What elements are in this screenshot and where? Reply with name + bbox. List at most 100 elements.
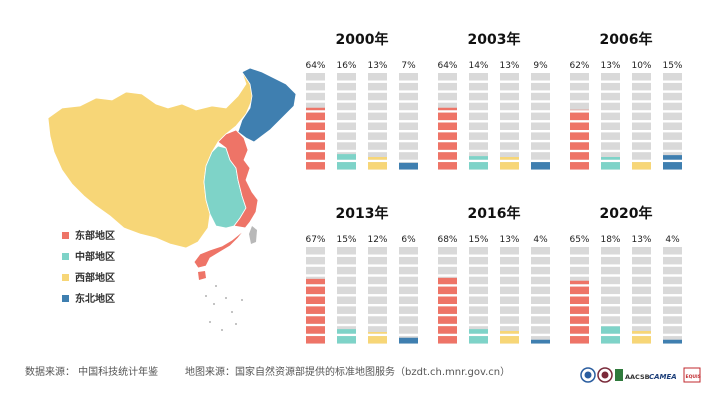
chart-panel: 2020年 65% 18% 13% 4% [569, 205, 682, 344]
legend-item: 东部地区 [62, 229, 115, 242]
bar-track-segment [632, 326, 651, 334]
data-label: 14% [468, 61, 488, 71]
bar-fill [663, 155, 682, 170]
map-south-sea-islands [205, 285, 243, 331]
bar-track-segment [399, 326, 418, 334]
bar-fill-segment [306, 112, 325, 121]
bar-fill-segment [632, 162, 651, 170]
bar-track-segment [663, 256, 682, 265]
bar-fill-segment [632, 336, 651, 344]
bar-track-segment [632, 286, 651, 295]
bar-track-segment [399, 256, 418, 265]
bar-fill-segment [337, 336, 356, 344]
bar: 13% [499, 61, 520, 170]
bar-track-segment [531, 266, 550, 275]
bar-track-segment [306, 73, 325, 81]
bar-fill-segment [663, 162, 682, 170]
bar-track-segment [337, 316, 356, 324]
bar-fill [570, 280, 589, 344]
bar: 67% [305, 235, 326, 344]
bar-fill-segment [438, 142, 457, 150]
map-region-northeast [237, 67, 297, 143]
bar-track-segment [500, 266, 519, 275]
bar-fill-segment [368, 332, 387, 334]
bar-track-segment [337, 266, 356, 275]
bar-track-segment [632, 92, 651, 101]
bar-track-segment [500, 306, 519, 314]
bar-track-segment [337, 296, 356, 304]
bar-track-segment [399, 82, 418, 91]
bar-track-segment [399, 92, 418, 101]
data-label: 13% [600, 61, 620, 71]
bar-fill-segment [438, 286, 457, 295]
bar-track-segment [399, 316, 418, 324]
bar-fill [570, 109, 589, 170]
bar-fill [601, 326, 620, 344]
bar-track-segment [368, 266, 387, 275]
bar-fill-segment [469, 329, 488, 334]
bar-fill [469, 156, 488, 170]
bar-track-segment [663, 122, 682, 130]
bar-track-segment [601, 286, 620, 295]
bar-track-segment [368, 276, 387, 285]
bar-fill-segment [570, 306, 589, 314]
bar-fill-segment [570, 109, 589, 111]
bar-fill-segment [438, 336, 457, 344]
bar-fill-segment [500, 162, 519, 170]
bar-track-segment [663, 132, 682, 140]
bar-track-segment [500, 286, 519, 295]
bar-track-segment [570, 73, 589, 81]
bar-fill-segment [337, 154, 356, 160]
chart-panel: 2016年 68% 15% 13% 4% [437, 205, 550, 344]
bar-track-segment [368, 112, 387, 121]
bar-track-segment [500, 102, 519, 111]
bar-track-segment [632, 316, 651, 324]
bar: 6% [399, 235, 418, 344]
bar: 68% [437, 235, 458, 344]
chart-panel: 2000年 64% 16% 13% 7% [305, 31, 418, 170]
bar: 10% [631, 61, 652, 170]
bar-track-segment [399, 296, 418, 304]
bar-track-segment [368, 142, 387, 150]
bar-fill-segment [438, 132, 457, 140]
camea-logo: CAMEA [649, 373, 677, 381]
data-label: 65% [569, 235, 589, 245]
bar-track-segment [469, 152, 488, 160]
bar-track-segment [663, 112, 682, 121]
china-map [47, 67, 297, 331]
bar-track-segment [368, 296, 387, 304]
bar-track-segment [531, 122, 550, 130]
bar-track-segment [337, 112, 356, 121]
bar-fill-segment [663, 155, 682, 160]
bar-track-segment [570, 256, 589, 265]
charts-area: 2000年 64% 16% 13% 7% 2003年 64% 14% 13% 9% 2006年 62%… [305, 31, 683, 344]
bar-track-segment [601, 92, 620, 101]
bar-fill-segment [500, 336, 519, 344]
bar-fill-segment [306, 152, 325, 160]
bar-track-segment [500, 132, 519, 140]
bar-fill-segment [399, 162, 418, 170]
bar-track-segment [531, 142, 550, 150]
bar-fill-segment [368, 157, 387, 160]
bar-track-segment [663, 247, 682, 255]
data-label: 64% [305, 61, 325, 71]
bar-track-segment [469, 256, 488, 265]
bar-track-segment [632, 256, 651, 265]
bar-fill-segment [601, 326, 620, 334]
bar-track-segment [368, 73, 387, 81]
bar: 12% [367, 235, 388, 344]
data-label: 15% [468, 235, 488, 245]
bar-fill-segment [306, 316, 325, 324]
bar-fill-segment [601, 336, 620, 344]
bar-fill-segment [368, 336, 387, 344]
bar-fill [500, 157, 519, 170]
bar-track-segment [500, 276, 519, 285]
bar-track-segment [531, 306, 550, 314]
bar-fill-segment [469, 156, 488, 160]
bar-track-segment [399, 306, 418, 314]
bar-fill [663, 339, 682, 344]
map-source-note: 地图来源：国家自然资源部提供的标准地图服务（bzdt.ch.mnr.gov.cn… [185, 367, 511, 378]
bar-track-segment [663, 92, 682, 101]
bar-track-segment [601, 266, 620, 275]
